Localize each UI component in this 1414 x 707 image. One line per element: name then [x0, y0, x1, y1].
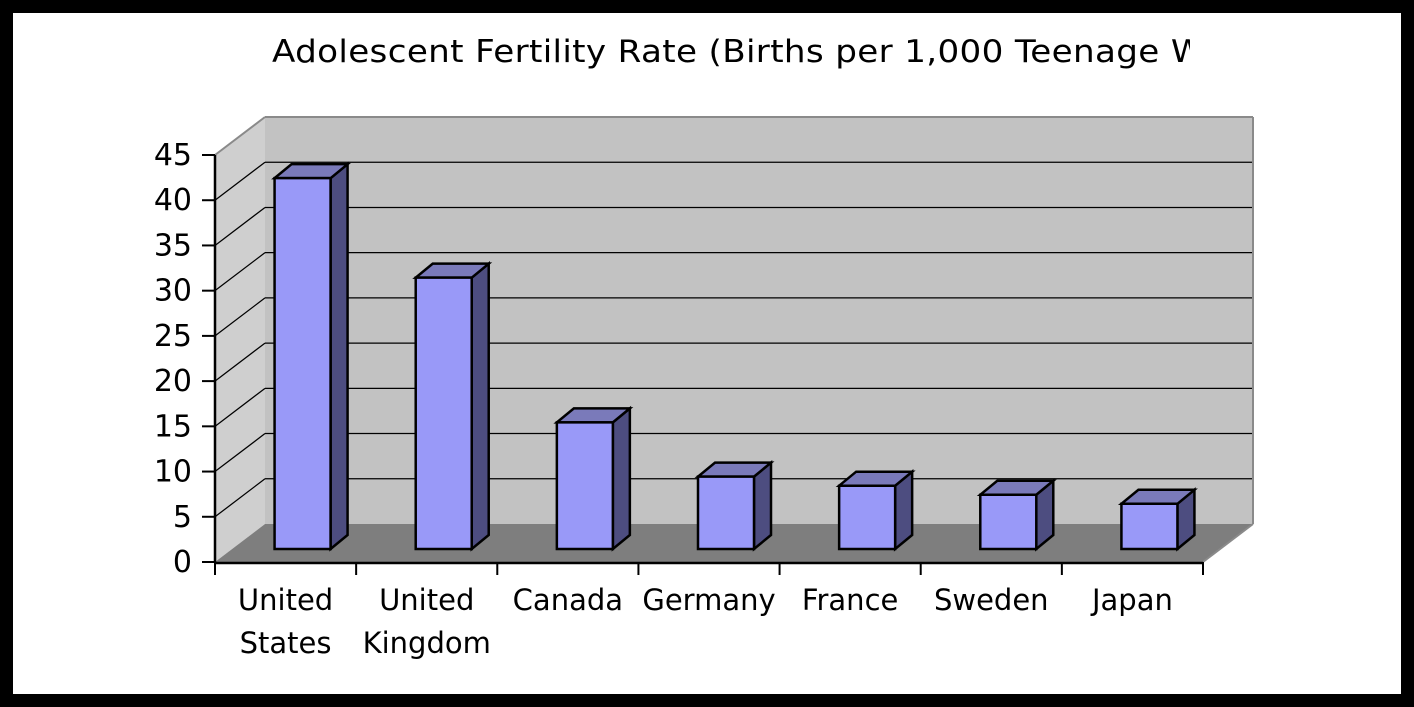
gridline-left-wall: [214, 252, 266, 292]
gridline-left-wall: [214, 478, 266, 518]
x-category-label: France: [802, 583, 898, 617]
gridline-left-wall: [214, 433, 266, 473]
y-tick-label: 5: [173, 500, 192, 535]
x-category-label: States: [240, 626, 332, 660]
bar: [412, 261, 493, 552]
bar: [835, 469, 916, 552]
y-tick-label: 10: [154, 455, 192, 490]
bar: [553, 405, 634, 552]
bar-front-face: [1120, 502, 1179, 551]
y-tick-label: 20: [154, 364, 192, 399]
wall-top-left-edge: [214, 116, 266, 156]
gridline-left-wall: [214, 206, 266, 246]
bar-front-face: [555, 421, 615, 551]
x-category-label: Germany: [642, 583, 775, 617]
bar: [271, 161, 352, 552]
x-category-label: Kingdom: [363, 626, 491, 660]
bar: [976, 478, 1057, 552]
bar-side-face: [611, 405, 632, 552]
gridline-left-wall: [214, 387, 266, 427]
bar-front-face: [273, 176, 332, 551]
gridline-left-wall: [214, 161, 266, 201]
bar-side-face: [470, 261, 490, 552]
bar: [1117, 487, 1198, 552]
y-tick-label: 40: [154, 183, 192, 218]
y-tick-label: 45: [154, 138, 192, 173]
chart-title: Adolescent Fertility Rate (Births per 1,…: [272, 34, 1205, 70]
bar: [694, 459, 775, 552]
x-category-label: United: [379, 583, 474, 617]
bar-front-face: [837, 484, 897, 551]
gridline-left-wall: [214, 297, 266, 337]
x-category-label: United: [238, 583, 333, 617]
bar-front-face: [979, 493, 1038, 551]
x-category-label: Japan: [1090, 583, 1173, 617]
y-tick-label: 15: [154, 409, 192, 444]
x-category-label: Canada: [513, 583, 623, 617]
floor-right-edge: [1202, 523, 1254, 563]
wall-left: [215, 117, 265, 562]
bar-front-face: [414, 276, 473, 551]
y-tick-label: 0: [173, 545, 192, 580]
bar-side-face: [329, 161, 349, 552]
y-tick-label: 35: [154, 228, 192, 263]
plot-area: 0 5 10 15 20 25 30 35 40 45 United States United King…: [154, 116, 1254, 660]
x-category-label: Sweden: [934, 583, 1049, 617]
y-tick-label: 30: [154, 274, 192, 309]
wall-back: [265, 117, 1253, 524]
bar-front-face: [696, 475, 756, 551]
gridline-left-wall: [214, 342, 266, 382]
y-tick-label: 25: [154, 319, 192, 354]
